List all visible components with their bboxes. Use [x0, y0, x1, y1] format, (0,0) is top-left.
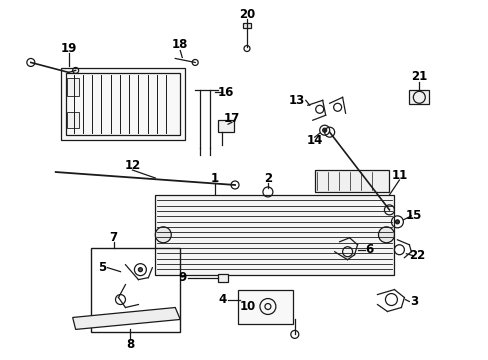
- Bar: [243, 23, 250, 28]
- Bar: [65, 73, 180, 135]
- Text: 4: 4: [218, 293, 226, 306]
- Text: 19: 19: [61, 42, 77, 55]
- Text: 18: 18: [172, 38, 188, 51]
- Text: 21: 21: [410, 70, 427, 83]
- Circle shape: [395, 220, 399, 224]
- Text: 14: 14: [306, 134, 322, 147]
- Text: 8: 8: [126, 338, 134, 351]
- Bar: [238, 289, 292, 324]
- Text: 6: 6: [365, 243, 373, 256]
- Text: 12: 12: [124, 158, 140, 172]
- Circle shape: [138, 268, 142, 272]
- Text: 22: 22: [408, 249, 425, 262]
- Text: 5: 5: [98, 261, 106, 274]
- Text: 7: 7: [109, 231, 117, 244]
- Bar: [408, 90, 428, 104]
- Text: 13: 13: [288, 94, 305, 107]
- Text: 15: 15: [406, 210, 422, 222]
- Bar: [66, 78, 79, 96]
- Text: 1: 1: [211, 171, 219, 185]
- Circle shape: [155, 227, 171, 243]
- Bar: [66, 112, 79, 128]
- Text: 10: 10: [240, 300, 256, 313]
- Text: 2: 2: [264, 171, 271, 185]
- Bar: [61, 68, 185, 140]
- Bar: [90, 248, 180, 332]
- Bar: [314, 170, 388, 192]
- Text: 11: 11: [390, 168, 407, 181]
- Text: 9: 9: [178, 271, 186, 284]
- Polygon shape: [73, 307, 180, 329]
- Text: 17: 17: [224, 112, 240, 125]
- Bar: [218, 274, 227, 282]
- Text: 16: 16: [218, 86, 234, 99]
- Circle shape: [378, 227, 394, 243]
- Circle shape: [322, 128, 326, 132]
- Bar: [218, 120, 234, 132]
- Bar: [155, 195, 394, 275]
- Text: 3: 3: [409, 295, 418, 308]
- Text: 20: 20: [238, 8, 255, 21]
